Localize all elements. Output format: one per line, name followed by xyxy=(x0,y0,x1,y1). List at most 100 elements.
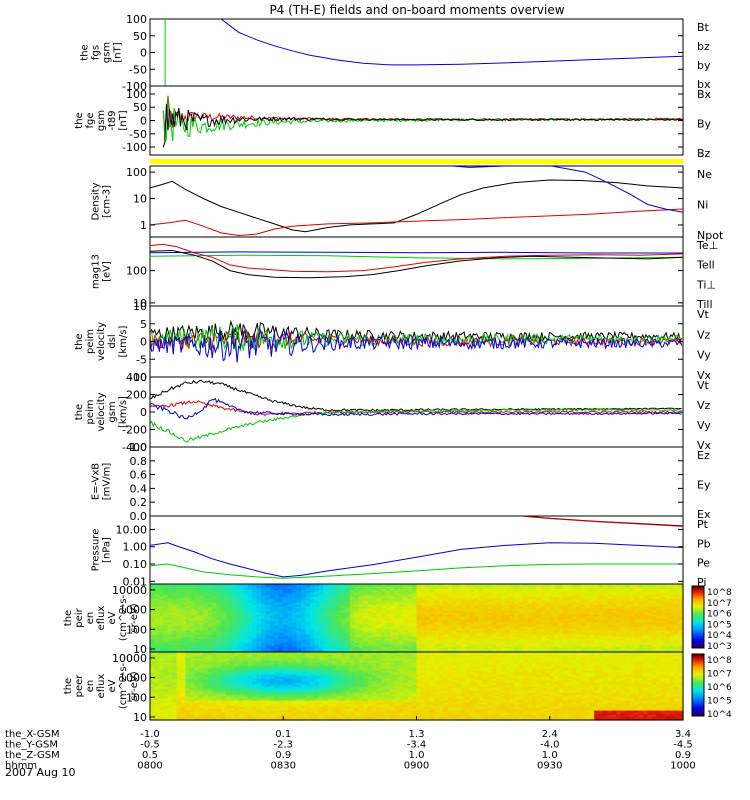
panel-series xyxy=(162,95,683,148)
y-label-line: the xyxy=(63,610,74,626)
axis-row-label: the_X-GSM xyxy=(5,729,59,740)
legend-Vx: Vx xyxy=(697,369,712,382)
y-tick-label: 100 xyxy=(126,691,147,704)
panel-pressure: 10.00 1.00 0.10 0.01 Pressure [nPa] Pt Pb Pe Pi xyxy=(91,515,711,589)
series-Ni xyxy=(150,179,683,233)
axis-row-value: 0.9 xyxy=(675,750,691,761)
y-label-line: velocity xyxy=(96,322,107,361)
y-tick-label: 50 xyxy=(133,101,147,114)
axis-row-label: the_Z-GSM xyxy=(5,750,60,761)
y-label-line: gsm xyxy=(96,110,107,131)
y-tick-label: 100 xyxy=(126,265,147,278)
y-axis-label: the peim velocity dsl [km/s] xyxy=(74,322,129,361)
y-label-line: the xyxy=(74,333,85,349)
axis-row-value: 0830 xyxy=(271,761,296,772)
series-bx xyxy=(220,19,683,66)
panel-fgs: 100 50 0 -50 -100 the fgs gsm [nT] Bt bz by bx xyxy=(80,13,711,93)
y-label-line: peer xyxy=(74,674,85,698)
y-tick-label: 1.00 xyxy=(123,541,148,554)
panel-frame xyxy=(149,18,684,87)
y-tick-label: 1.0 xyxy=(130,441,148,454)
y-tick-label: 100 xyxy=(126,13,147,26)
colorbar-label: 10^4 xyxy=(707,710,732,720)
panel-ion_spectrogram: 10000 1000 100 10 the peir en eflux eV (cm^2-s-sr… xyxy=(63,583,732,656)
y-tick-label: -100 xyxy=(122,141,147,154)
series-Vx xyxy=(150,397,682,420)
y-label-line: [nT] xyxy=(118,110,129,130)
legend-Vz: Vz xyxy=(697,399,711,412)
legend-Ti⊥: Ti⊥ xyxy=(696,278,716,291)
legend-Te⊥: Te⊥ xyxy=(696,239,718,252)
y-label-line: the xyxy=(80,44,91,60)
legend-Tell: Tell xyxy=(696,259,715,272)
y-tick-label: -50 xyxy=(129,63,147,76)
legend-Pb: Pb xyxy=(697,537,711,550)
legend-Vt: Vt xyxy=(697,379,710,392)
series-Ti⊥ xyxy=(150,251,683,254)
colorbar-label: 10^7 xyxy=(707,599,732,609)
y-tick-label: 0.6 xyxy=(130,469,148,482)
y-tick-label: 10000 xyxy=(112,652,147,665)
legend-Vz: Vz xyxy=(697,328,711,341)
y-tick-label: 0 xyxy=(140,47,147,60)
series-Te⊥ xyxy=(150,243,683,273)
y-tick-label: -5 xyxy=(136,353,147,366)
y-label-line: [cm-3] xyxy=(102,185,113,218)
panel-frame xyxy=(149,446,684,517)
y-label-line: mag13 xyxy=(91,254,102,289)
legend-by: by xyxy=(697,59,711,72)
axis-row-value: 0.5 xyxy=(142,750,158,761)
y-tick-label: 0.2 xyxy=(130,496,148,509)
axis-row-label: hhmm xyxy=(5,761,37,772)
y-label-line: velocity xyxy=(96,392,107,431)
y-tick-label: 100 xyxy=(126,88,147,101)
legend-Npot: Npot xyxy=(697,229,724,242)
panel-frame xyxy=(149,165,684,238)
legend-Ni: Ni xyxy=(697,199,708,212)
panel-temperature: 100 10 mag13 [eV] Te⊥ Tell Ti⊥ Till xyxy=(91,236,718,311)
y-tick-label: 200 xyxy=(126,389,147,402)
y-axis-label: Pressure [nPa] xyxy=(91,529,113,572)
axis-row-value: 0800 xyxy=(137,761,162,772)
axis-row-value: 0.1 xyxy=(275,729,291,740)
plot-title: P4 (TH-E) fields and on-board moments ov… xyxy=(269,3,564,17)
y-axis-label: the fgs gsm [nT] xyxy=(80,42,124,63)
panel-velocity_gsm: 400 200 0 -200 -400 the peim velocity gsm [km/s] V… xyxy=(74,371,712,454)
legend-Bx: Bx xyxy=(697,88,712,101)
colorbar-label: 10^5 xyxy=(707,620,732,630)
y-label-line: peim xyxy=(85,399,96,424)
y-tick-label: 0.8 xyxy=(130,455,148,468)
y-label-line: eV xyxy=(107,679,118,692)
y-tick-label: 0.0 xyxy=(130,510,148,523)
colorbar: 10^810^710^610^510^410^3 xyxy=(691,585,732,652)
axis-row-value: 2.4 xyxy=(542,729,558,740)
legend-Ey: Ey xyxy=(697,479,711,492)
y-label-line: E=-VxB xyxy=(91,463,102,500)
y-tick-label: 0.01 xyxy=(123,575,148,588)
y-tick-label: 10 xyxy=(133,297,147,310)
series-Vy xyxy=(150,324,682,352)
y-label-line: eflux xyxy=(96,674,107,699)
axis-row-value: 1000 xyxy=(670,761,695,772)
y-label-line: fgs xyxy=(91,45,102,60)
colorbar-label: 10^7 xyxy=(707,670,732,680)
y-tick-label: 400 xyxy=(126,371,147,384)
series-Npot xyxy=(451,166,683,213)
spectrogram-cells xyxy=(150,652,684,721)
legend-By: By xyxy=(697,118,712,131)
legend-Ne: Ne xyxy=(697,168,712,181)
y-tick-label: 10 xyxy=(133,300,147,313)
date-label: 2007 Aug 10 xyxy=(5,766,75,779)
colorbar-label: 10^6 xyxy=(707,610,732,620)
y-label-line: sr-eV) xyxy=(129,671,140,700)
legend-Vy: Vy xyxy=(697,349,711,362)
series-Pb xyxy=(523,516,683,527)
y-label-line: the xyxy=(74,404,85,420)
y-label-line: [eV] xyxy=(102,261,113,282)
y-tick-label: -10 xyxy=(129,371,147,384)
series-Bx xyxy=(162,104,683,148)
y-tick-label: 1000 xyxy=(119,672,147,685)
